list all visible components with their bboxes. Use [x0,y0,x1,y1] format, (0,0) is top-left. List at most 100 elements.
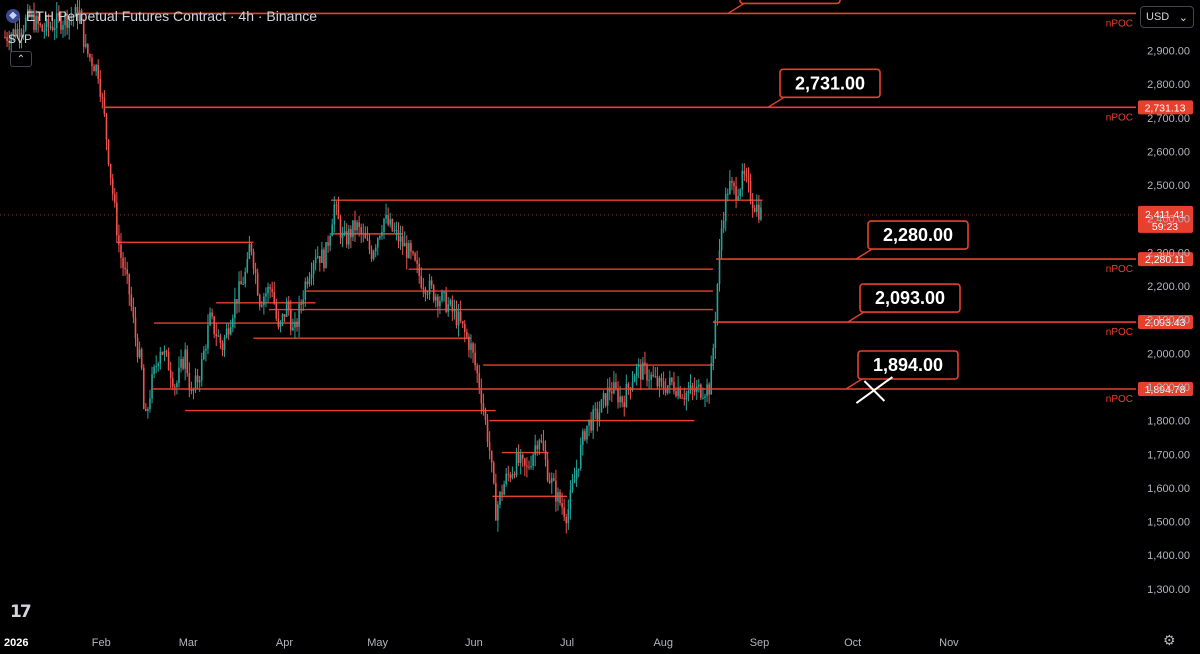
candle-body [443,291,445,293]
candle-body [374,247,377,252]
currency-selector[interactable]: USD ⌄ [1140,6,1194,28]
x-tick-label: Oct [844,637,861,649]
candle-body [132,306,135,318]
candle-body [685,393,688,400]
candle-body [64,13,66,26]
candle-body [387,214,389,225]
candle-body [66,13,68,28]
candle-body [383,218,385,233]
candle-body [60,16,62,30]
y-tick-label: 2,100.00 [1147,315,1190,327]
candle-body [758,204,760,220]
candle-body [745,174,748,176]
y-tick-label: 1,300.00 [1147,584,1190,596]
candle-body [310,273,313,279]
candle-body [712,347,715,364]
candle-body [720,228,723,251]
y-tick-label: 1,800.00 [1147,416,1190,428]
candle-body [582,431,584,445]
candle-body [600,399,603,413]
candle-body [26,9,29,18]
candle-body [118,235,120,245]
candle-body [350,229,352,238]
candle-body [263,296,265,305]
candle-body [461,321,464,325]
y-tick-label: 2,200.00 [1147,281,1190,293]
candle-body [637,364,640,367]
collapse-indicators-button[interactable]: ⌃ [10,51,32,67]
candle-body [43,30,46,32]
candle-body [343,231,346,234]
candle-body [360,227,363,234]
candle-body [648,379,650,381]
candle-body [671,377,673,383]
candle-body [577,468,580,471]
candle-body [627,383,630,388]
candle-body [613,382,615,394]
candle-body [687,390,690,394]
candle-body [743,171,746,175]
price-tag [1138,315,1193,330]
candle-body [205,348,207,351]
candle-body [296,321,298,328]
candle-body [248,244,251,259]
candle-body [679,387,681,398]
candle-body [559,491,561,504]
candle-body [292,327,294,331]
candle-body [196,375,199,383]
candle-body [159,351,162,364]
candle-body [515,452,518,476]
candle-body [439,300,441,307]
candle-body [290,309,292,331]
candle-body [476,365,478,374]
candle-body [142,367,145,410]
callout-box [867,220,969,250]
candle-body [200,359,203,381]
candle-body [335,204,338,206]
candle-body [532,454,534,467]
candle-body [395,229,398,231]
candle-body [561,503,563,508]
price-tag [1138,100,1193,115]
x-tick-label: Apr [276,637,293,649]
candle-body [174,386,176,388]
candle-body [633,376,636,383]
candle-body [78,10,81,22]
candle-body [294,321,296,328]
candle-body [602,393,605,400]
candle-body [534,445,536,455]
candle-body [95,64,97,72]
candle-body [652,374,655,377]
candle-body [565,517,568,524]
candle-body [654,376,657,378]
candle-body [588,419,590,426]
candle-body [755,204,758,212]
indicator-label[interactable]: SVP [8,32,33,46]
candle-body [474,352,476,366]
chart-title[interactable]: ETH Perpetual Futures Contract · 4h · Bi… [26,8,318,24]
candle-body [385,214,387,219]
candle-body [528,466,530,468]
candle-body [41,24,44,32]
candle-body [186,349,189,374]
y-tick-label: 2,900.00 [1147,45,1190,57]
candle-body [459,311,462,322]
last-price-label: 2,411.41 [1145,209,1185,221]
candle-body [176,383,178,388]
tradingview-logo[interactable]: 17 [10,602,32,622]
volume-profile-lines [116,199,763,498]
countdown-label: 59:23 [1152,221,1178,233]
y-axis: 1,300.00 1,400.00 1,500.00 1,600.00 1,700.00… [1147,45,1190,595]
y-tick-label: 2,600.00 [1147,146,1190,158]
candle-body [563,507,565,518]
candle-body [416,260,418,264]
currency-label: USD [1146,11,1170,23]
candle-body [236,299,238,304]
candle-body [457,311,460,326]
candle-body [140,349,143,368]
candle-body [747,175,750,181]
gear-icon[interactable]: ⚙ [1163,632,1176,648]
callout-label: 1,894.00 [873,355,943,375]
last-price-tag [1138,205,1193,233]
